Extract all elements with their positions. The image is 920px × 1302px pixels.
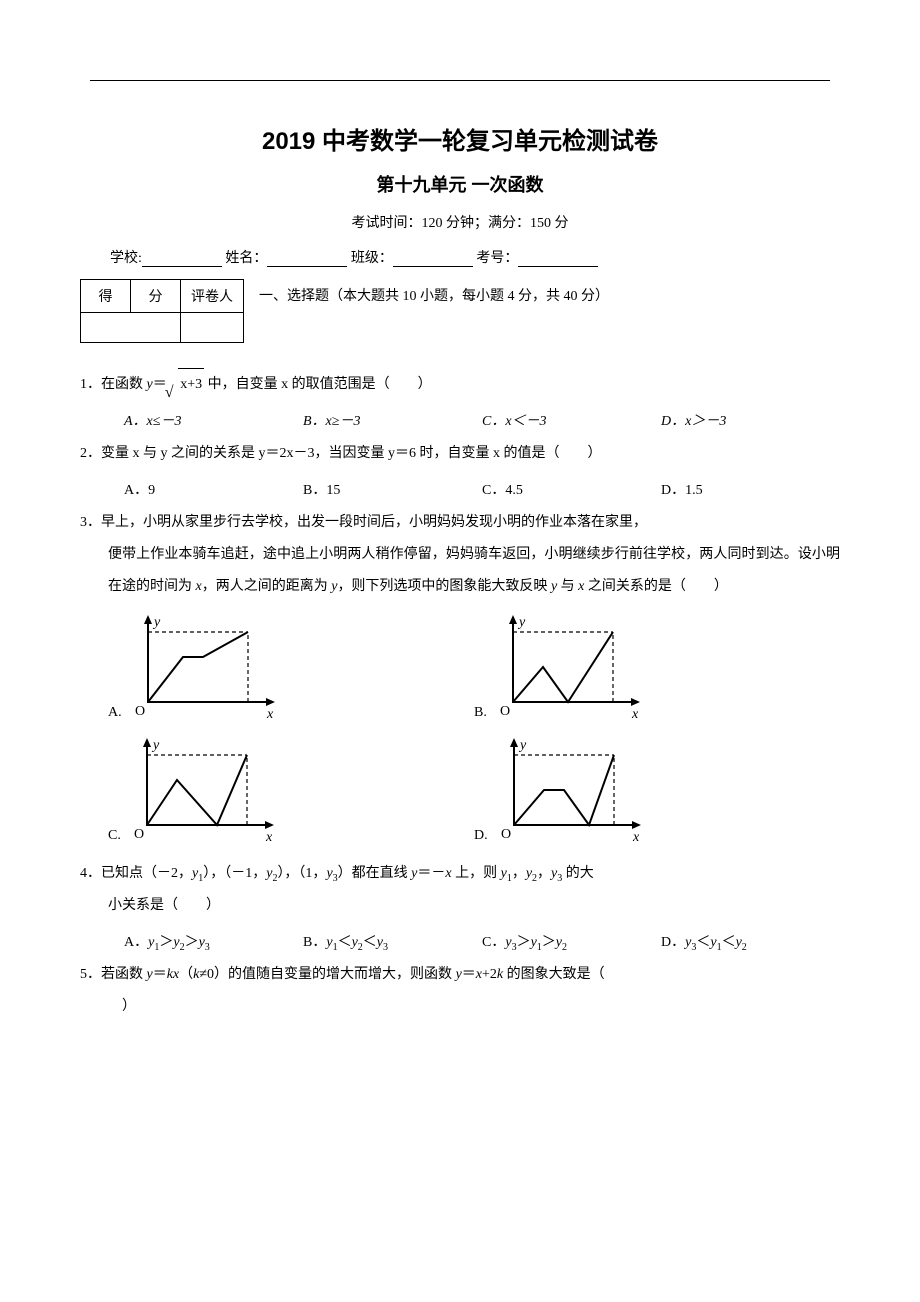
q2-option-b: B．15 [303,476,482,507]
q1-option-d: D．x＞－3 [661,407,840,438]
q3-label-d: D. [474,828,488,850]
blank-id [518,253,598,267]
q2-option-c: C．4.5 [482,476,661,507]
blank-name [267,253,347,267]
exam-title: 2019 中考数学一轮复习单元检测试卷 [80,121,840,156]
q3-graphs-row2: C. Ox y D. Ox y [80,735,840,850]
q4-options: A．y1＞y2＞y3 B．y1＜y2＜y3 C．y3＞y1＞y2 D．y3＜y1… [80,928,840,959]
q1-option-b: B．x≥－3 [303,407,482,438]
cell-reviewer-blank [181,313,244,343]
question-4: 4．已知点（－2，y1），（－1，y2），（1，y3）都在直线 y＝－x 上，则… [80,858,840,922]
question-2: 2．变量 x 与 y 之间的关系是 y＝2x－3，当因变量 y＝6 时，自变量 … [80,438,840,470]
score-table: 得 分 评卷人 [80,279,244,343]
svg-text:O: O [500,704,510,719]
q4-option-b: B．y1＜y2＜y3 [303,928,482,959]
q3-label-a: A. [108,705,122,727]
section-1-title: 一、选择题（本大题共 10 小题，每小题 4 分，共 40 分） [259,279,609,305]
q3-graph-b: Ox y [493,612,648,727]
q3-graph-d: Ox y [494,735,649,850]
q3-label-c: C. [108,828,121,850]
blank-school [142,253,222,267]
radical-icon: √ [165,375,174,412]
q1-option-c: C．x＜－3 [482,407,661,438]
cell-fen: 分 [131,280,181,313]
exam-subtitle: 第十九单元 一次函数 [80,171,840,197]
q4-option-d: D．y3＜y1＜y2 [661,928,840,959]
q2-option-d: D．1.5 [661,476,840,507]
svg-text:O: O [501,827,511,842]
fill-fields: 学校: 姓名： 班级： 考号： [110,247,840,267]
svg-text:y: y [152,615,161,630]
cell-de: 得 [81,280,131,313]
question-3: 3．早上，小明从家里步行去学校，出发一段时间后，小明妈妈发现小明的作业本落在家里… [80,507,840,604]
q3-graph-a: Ox y [128,612,283,727]
q1-options: A．x≤－3 B．x≥－3 C．x＜－3 D．x＞－3 [80,407,840,438]
q4-option-c: C．y3＞y1＞y2 [482,928,661,959]
blank-class [393,253,473,267]
q4-option-a: A．y1＞y2＞y3 [124,928,303,959]
svg-text:x: x [632,830,640,845]
label-school: 学校: [110,251,142,266]
question-1: 1．在函数 y＝ √ x+3 中，自变量 x 的取值范围是（ ） [80,368,840,401]
label-class: 班级： [351,251,393,266]
question-5: 5．若函数 y＝kx（k≠0）的值随自变量的增大而增大，则函数 y＝x+2k 的… [80,959,840,1023]
q2-option-a: A．9 [124,476,303,507]
svg-text:y: y [518,738,527,753]
q1-option-a: A．x≤－3 [124,407,303,438]
q3-label-b: B. [474,705,487,727]
svg-text:y: y [151,738,160,753]
cell-score-blank [81,313,181,343]
q1-radicand: x+3 [178,368,204,401]
q1-stem-post: 中，自变量 x 的取值范围是（ ） [208,377,432,392]
q1-stem-pre: 1．在函数 [80,377,147,392]
q3-graphs-row1: A. Ox y B. Ox y [80,612,840,727]
cell-reviewer: 评卷人 [181,280,244,313]
svg-text:x: x [266,707,274,722]
svg-text:x: x [265,830,273,845]
label-name: 姓名： [225,251,267,266]
svg-text:O: O [134,827,144,842]
svg-text:x: x [631,707,639,722]
horizontal-rule [90,80,830,81]
svg-text:O: O [135,704,145,719]
exam-info: 考试时间：120 分钟；满分：150 分 [80,212,840,232]
q2-options: A．9 B．15 C．4.5 D．1.5 [80,476,840,507]
q3-graph-c: Ox y [127,735,282,850]
label-id: 考号： [476,251,518,266]
svg-text:y: y [517,615,526,630]
